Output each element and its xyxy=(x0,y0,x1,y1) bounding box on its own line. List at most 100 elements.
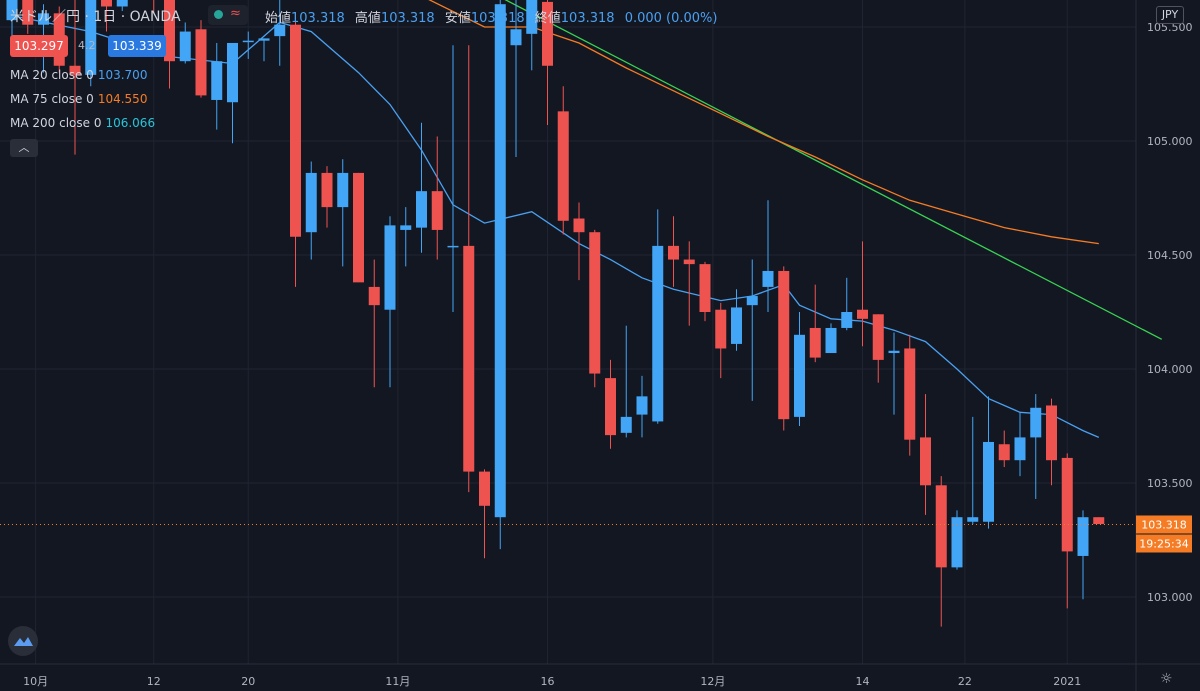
candle-body xyxy=(463,245,475,472)
candle-body xyxy=(636,396,648,415)
gear-icon[interactable]: ☼ xyxy=(1160,671,1173,687)
price-tag-bg xyxy=(1136,515,1192,534)
x-tick-label: 22 xyxy=(958,675,972,688)
chevron-up-icon[interactable]: ︿ xyxy=(10,139,38,157)
ma200-legend[interactable]: MA 200 close 0 106.066 xyxy=(10,116,155,130)
y-tick-label: 104.500 xyxy=(1147,249,1193,262)
ma20-value: 103.700 xyxy=(97,68,148,82)
candle-body xyxy=(116,0,128,7)
candle-body xyxy=(195,29,207,96)
candle-body xyxy=(164,0,175,62)
candle-body xyxy=(998,444,1010,461)
candle-body xyxy=(951,517,963,568)
x-tick-label: 20 xyxy=(241,675,255,688)
candle-body xyxy=(368,286,380,306)
candle-body xyxy=(479,471,490,506)
low-value: 103.318 xyxy=(470,11,525,26)
candle-body xyxy=(494,4,506,518)
candle-body xyxy=(668,245,679,260)
candle-body xyxy=(1046,405,1057,461)
candle-body xyxy=(888,350,900,354)
open-label: 始値 xyxy=(265,11,292,26)
x-tick-label: 2021 xyxy=(1053,675,1081,688)
candle-body xyxy=(573,218,585,233)
candle-body xyxy=(38,13,49,25)
candle-body xyxy=(920,437,931,486)
tradingview-logo-icon[interactable] xyxy=(8,626,38,656)
candle-body xyxy=(321,172,333,208)
ma200-label: MA 200 close 0 xyxy=(10,116,102,130)
y-tick-label: 104.000 xyxy=(1147,363,1193,376)
candle-body xyxy=(1030,407,1042,438)
ma75-legend[interactable]: MA 75 close 0 104.550 xyxy=(10,92,147,106)
x-tick-label: 14 xyxy=(856,675,870,688)
candle-body xyxy=(431,191,443,230)
candle-body xyxy=(715,309,727,349)
candle-body xyxy=(85,0,97,75)
ma20-legend[interactable]: MA 20 close 0 103.700 xyxy=(10,68,147,82)
ma-line-75 xyxy=(428,0,1099,245)
candle-body xyxy=(1093,517,1105,525)
candle-body xyxy=(857,309,868,319)
candle-body xyxy=(683,259,695,265)
wave-icon[interactable]: ≈ xyxy=(230,6,241,21)
countdown-value: 19:25:34 xyxy=(1139,537,1188,550)
candle-body xyxy=(778,270,790,420)
x-tick-label: 12月 xyxy=(700,675,725,688)
candle-body xyxy=(589,232,601,374)
y-tick-label: 105.000 xyxy=(1147,135,1193,148)
candle-body xyxy=(447,245,459,248)
high-label: 高値 xyxy=(354,11,381,26)
price-tag-value: 103.318 xyxy=(1141,518,1187,531)
candle-body xyxy=(227,42,238,103)
y-tick-label: 105.500 xyxy=(1147,21,1193,34)
countdown-bg xyxy=(1136,534,1192,553)
candle-body xyxy=(652,245,664,422)
ma75-value: 104.550 xyxy=(97,92,148,106)
candle-body xyxy=(274,24,286,37)
candle-body xyxy=(353,172,364,283)
x-tick-label: 10月 xyxy=(23,675,48,688)
candle-body xyxy=(605,378,616,436)
candle-body xyxy=(258,38,270,41)
buy-button[interactable]: 103.339 xyxy=(108,35,166,57)
candle-body xyxy=(6,0,18,21)
candle-body xyxy=(337,172,349,208)
symbol-title[interactable]: 米ドル／円 · 1日 · OANDA xyxy=(10,9,181,25)
candle-body xyxy=(809,327,821,358)
candle-body xyxy=(510,29,522,46)
candle-body xyxy=(794,334,805,417)
ohlc-readout: 始値103.318 高値103.318 安値103.318 終値103.318 … xyxy=(265,7,723,26)
candle-body xyxy=(542,1,553,66)
candle-body xyxy=(101,0,112,7)
sell-button[interactable]: 103.297 xyxy=(10,35,68,57)
low-label: 安値 xyxy=(444,11,471,26)
x-tick-label: 12 xyxy=(147,675,161,688)
close-value: 103.318 xyxy=(560,11,615,26)
candle-body xyxy=(242,40,254,43)
spread-value: 4.2 xyxy=(78,39,96,52)
candle-body xyxy=(825,327,837,354)
candle-body xyxy=(904,348,916,440)
candle-body xyxy=(400,225,412,230)
close-label: 終値 xyxy=(534,11,561,26)
candle-body xyxy=(69,65,81,75)
candle-body xyxy=(526,0,538,34)
change-value: 0.000 (0.00%) xyxy=(624,11,718,26)
ma200-value: 106.066 xyxy=(105,116,156,130)
candle-body xyxy=(179,31,191,62)
ma75-label: MA 75 close 0 xyxy=(10,92,94,106)
candle-body xyxy=(1014,437,1026,461)
candle-body xyxy=(211,61,223,100)
candle-body xyxy=(416,191,427,228)
candle-body xyxy=(620,416,632,433)
candle-body xyxy=(384,225,396,310)
candle-body xyxy=(746,296,758,306)
candle-body xyxy=(872,314,884,360)
open-value: 103.318 xyxy=(291,11,345,26)
currency-label[interactable]: JPY xyxy=(1156,6,1184,24)
ma20-label: MA 20 close 0 xyxy=(10,68,94,82)
x-tick-label: 16 xyxy=(541,675,555,688)
y-tick-label: 103.000 xyxy=(1147,591,1193,604)
